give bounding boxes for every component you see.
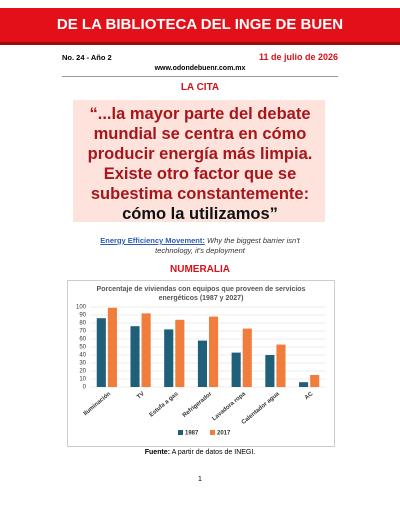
source-name: Energy Efficiency Movement: bbox=[100, 236, 205, 245]
bar bbox=[276, 344, 286, 387]
section-heading: NUMERALIA bbox=[170, 264, 230, 275]
x-tick-label: Iluminación bbox=[83, 391, 113, 417]
quote-box: “...la mayor parte del debate mundial se… bbox=[68, 96, 330, 226]
y-tick-label: 80 bbox=[79, 321, 86, 327]
y-tick-label: 10 bbox=[79, 377, 86, 383]
y-tick-label: 30 bbox=[79, 361, 86, 367]
y-tick-label: 0 bbox=[83, 385, 87, 391]
divider bbox=[62, 76, 338, 77]
y-tick-label: 90 bbox=[79, 313, 86, 319]
bar bbox=[96, 318, 106, 387]
x-tick-label: Estufa a gas bbox=[149, 391, 180, 419]
y-tick-label: 70 bbox=[79, 329, 86, 335]
quote-text: “...la mayor parte del debate mundial se… bbox=[87, 105, 313, 203]
footnote: Fuente: A partir de datos de INEGI. bbox=[0, 449, 400, 456]
section-heading: LA CITA bbox=[180, 82, 220, 93]
y-tick-label: 60 bbox=[79, 337, 86, 343]
quote-source: Energy Efficiency Movement: Why the bigg… bbox=[90, 236, 310, 256]
legend-label: 1987 bbox=[185, 431, 199, 437]
website: www.odondebuenr.com.mx bbox=[154, 65, 246, 72]
legend-swatch bbox=[210, 430, 215, 435]
x-tick-label: AC bbox=[304, 391, 315, 402]
legend-label: 2017 bbox=[217, 431, 231, 437]
bar bbox=[265, 355, 275, 387]
bar bbox=[141, 313, 151, 387]
x-tick-label: Refrigerador bbox=[182, 391, 214, 419]
bar bbox=[231, 352, 241, 387]
page-number: 1 bbox=[198, 476, 202, 483]
bar bbox=[107, 307, 117, 387]
bar bbox=[310, 375, 320, 387]
y-tick-label: 100 bbox=[76, 305, 87, 311]
bar bbox=[164, 329, 174, 387]
y-tick-label: 50 bbox=[79, 345, 86, 351]
source-title: Why the biggest barrier isn't technology… bbox=[155, 236, 300, 255]
bar bbox=[209, 316, 219, 387]
bar bbox=[175, 319, 185, 387]
quote-background: “...la mayor parte del debate mundial se… bbox=[73, 100, 325, 224]
date: 11 de julio de 2026 bbox=[258, 52, 338, 62]
legend-swatch bbox=[178, 430, 183, 435]
bar bbox=[242, 328, 252, 387]
bar bbox=[299, 382, 309, 387]
y-tick-label: 40 bbox=[79, 353, 86, 359]
header-title: DE LA BIBLIOTECA DEL INGE DE BUEN bbox=[0, 8, 400, 45]
quote: “...la mayor parte del debate mundial se… bbox=[79, 104, 321, 224]
x-tick-label: Calentador agua bbox=[241, 391, 281, 426]
quote-end: cómo la utilizamos” bbox=[122, 205, 278, 223]
footnote-text: A partir de datos de INEGI. bbox=[171, 449, 256, 456]
chart: 0 10 20 30 40 50 60 70 80 90 100 Iluminación TV Estuf… bbox=[76, 305, 326, 437]
bar bbox=[197, 340, 207, 387]
x-tick-label: TV bbox=[136, 391, 146, 401]
issue: No. 24 - Año 2 bbox=[62, 53, 112, 62]
chart-box: Porcentaje de viviendas con equipos que … bbox=[67, 280, 335, 447]
bar bbox=[130, 326, 140, 387]
footnote-label: Fuente: bbox=[144, 449, 171, 456]
x-tick-label: Lavadora ropa bbox=[211, 391, 247, 423]
y-tick-label: 20 bbox=[79, 369, 86, 375]
chart-title: Porcentaje de viviendas con equipos que … bbox=[96, 286, 306, 302]
